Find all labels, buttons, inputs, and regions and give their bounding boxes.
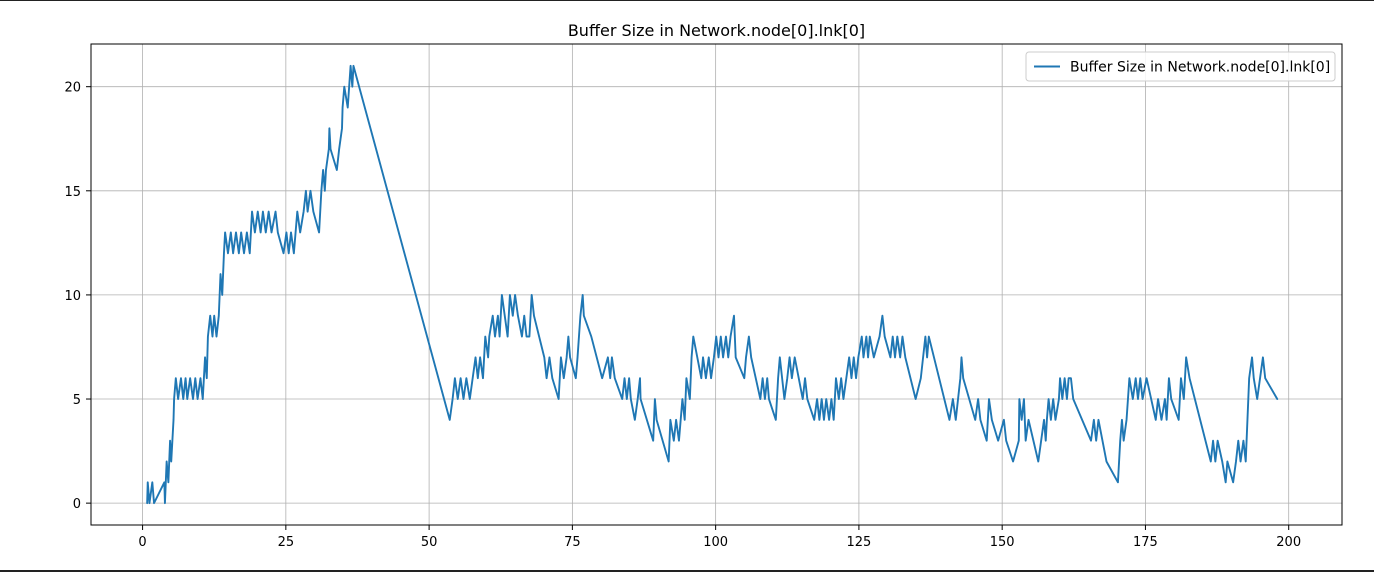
x-tick-label: 0 — [138, 535, 146, 550]
y-tick-label: 0 — [73, 497, 81, 512]
legend-box — [1025, 51, 1336, 82]
legend: Buffer Size in Network.node[0].lnk[0] — [1025, 51, 1336, 82]
x-tick-label: 125 — [846, 535, 871, 550]
y-tick-label: 15 — [64, 185, 81, 200]
x-tick-label: 175 — [1133, 535, 1158, 550]
gridlines — [91, 44, 1342, 525]
series-line — [146, 64, 1279, 505]
x-tick-label: 200 — [1276, 535, 1301, 550]
plot-area-frame — [90, 43, 1343, 526]
data-layer — [146, 64, 1279, 505]
x-tick-label: 150 — [990, 535, 1015, 550]
x-tick-label: 75 — [564, 535, 581, 550]
y-tick-label: 10 — [64, 289, 81, 304]
chart-title: Buffer Size in Network.node[0].lnk[0] — [568, 21, 865, 40]
legend-label: Buffer Size in Network.node[0].lnk[0] — [1070, 60, 1330, 76]
y-tick-label: 5 — [73, 393, 81, 408]
x-tick-label: 25 — [278, 535, 295, 550]
axis-ticks: 0 25 50 75 100 125 150 175 200 0 5 10 15 20 — [64, 81, 1301, 550]
x-tick-label: 50 — [421, 535, 438, 550]
y-tick-label: 20 — [64, 81, 81, 96]
x-tick-label: 100 — [703, 535, 728, 550]
plot-area-background — [91, 44, 1342, 525]
